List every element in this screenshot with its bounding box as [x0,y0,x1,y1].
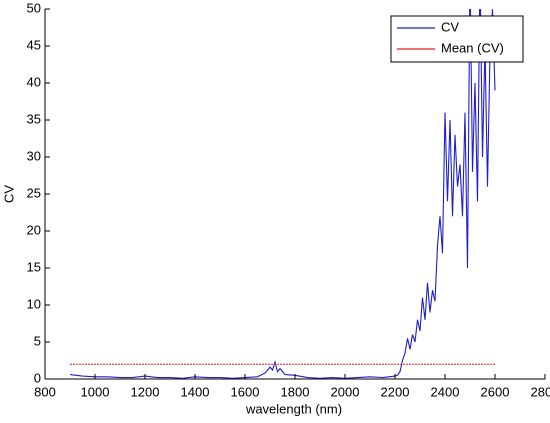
y-tick-label: 45 [27,37,41,52]
legend-box [390,15,524,63]
y-tick-label: 35 [27,111,41,126]
x-tick-label: 1000 [81,384,110,399]
y-tick-label: 5 [34,333,41,348]
plot-area [69,9,496,379]
x-tick-label: 800 [34,384,56,399]
legend-label: Mean (CV) [441,40,504,55]
x-tick-label: 2400 [431,384,460,399]
y-tick-label: 20 [27,222,41,237]
x-tick-label: 1200 [131,384,160,399]
x-tick-label: 1800 [281,384,310,399]
y-tick-label: 10 [27,296,41,311]
y-tick-label: 25 [27,185,41,200]
y-tick-label: 0 [34,370,41,385]
x-tick-label: 2200 [381,384,410,399]
y-tick-label: 50 [27,0,41,15]
x-tick-label: 2600 [481,384,510,399]
y-tick-label: 40 [27,74,41,89]
x-tick-label: 1600 [231,384,260,399]
series-line [69,9,496,379]
legend-label: CV [441,19,459,34]
x-tick-label: 1400 [181,384,210,399]
x-tick-label: 2000 [331,384,360,399]
y-axis-label: CV [1,185,16,203]
x-axis-label: wavelength (nm) [245,401,342,416]
y-tick-label: 15 [27,259,41,274]
y-tick-label: 30 [27,148,41,163]
